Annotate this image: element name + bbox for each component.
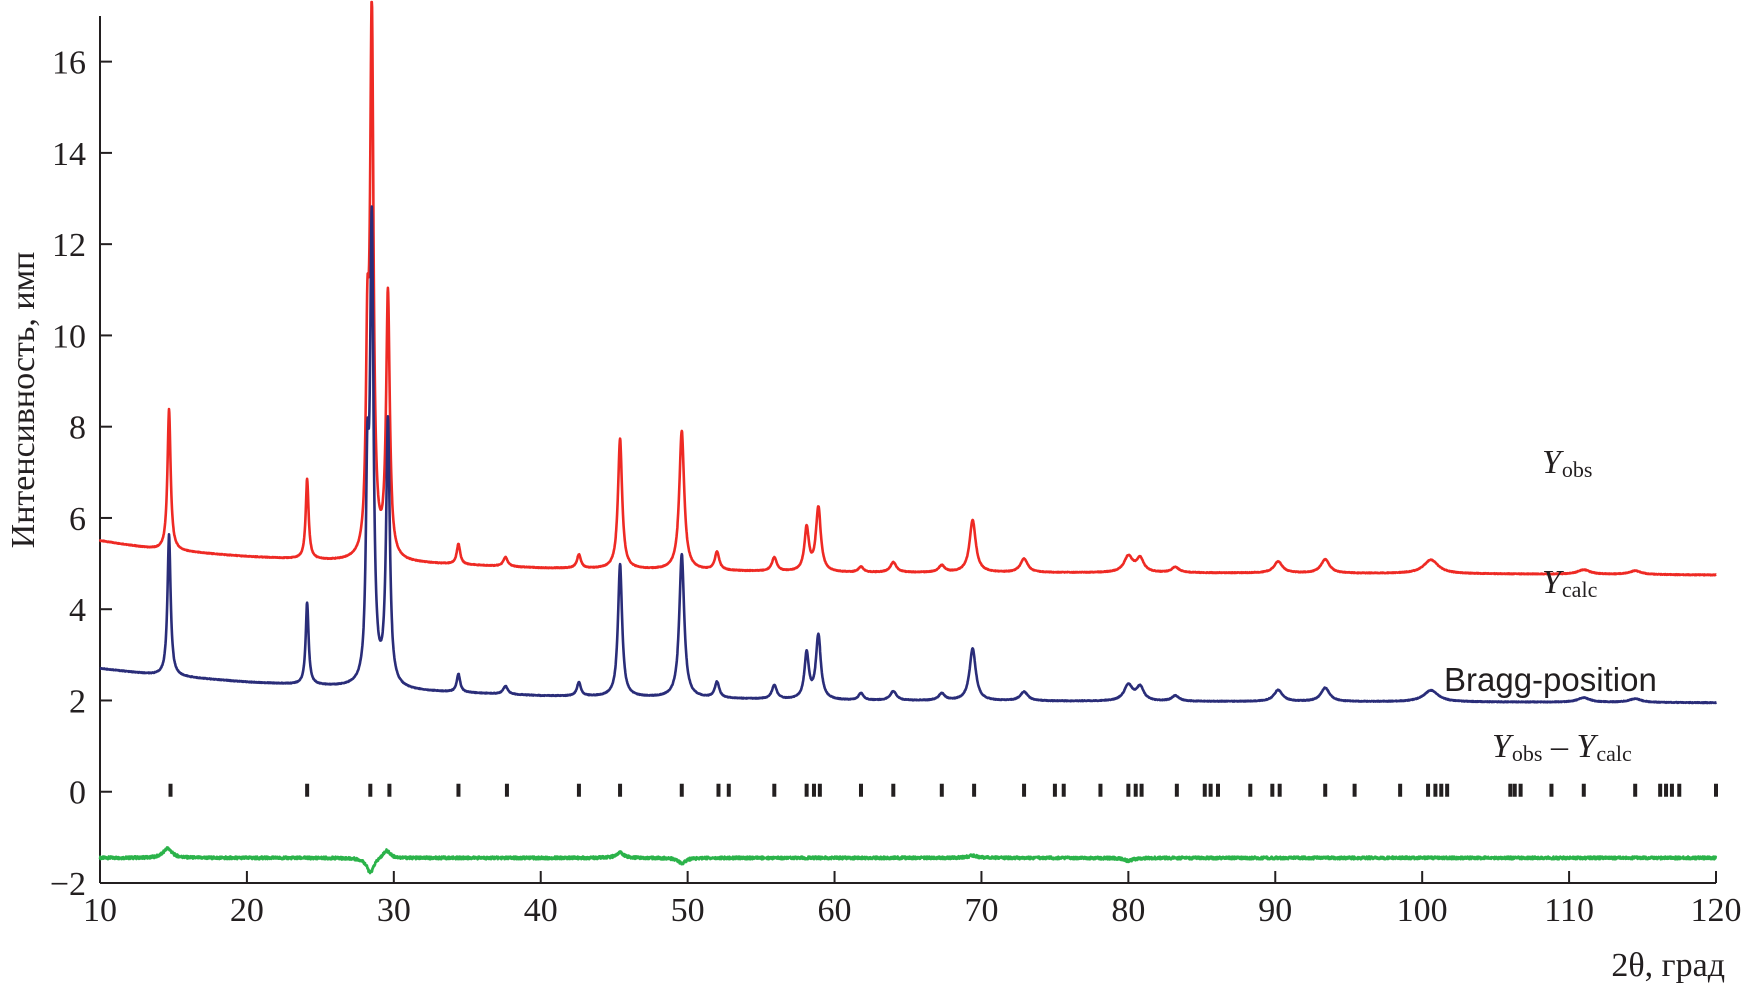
labels-layer: Интенсивность, имп 2θ, град Yobs Ycalc B… xyxy=(5,252,1725,984)
bragg-tick xyxy=(1139,783,1144,797)
series-line-difference xyxy=(98,846,1718,875)
y-tick-label: 8 xyxy=(69,410,86,447)
x-tick-label: 120 xyxy=(1691,892,1742,929)
bragg-tick xyxy=(939,783,944,797)
x-tick-label: 20 xyxy=(230,892,264,929)
bragg-tick xyxy=(368,783,373,797)
x-tick-label: 110 xyxy=(1544,892,1594,929)
bragg-ticks xyxy=(168,783,1718,797)
bragg-tick xyxy=(168,783,173,797)
bragg-tick xyxy=(1508,783,1513,797)
bragg-tick xyxy=(1174,783,1179,797)
x-axis-label: 2θ, град xyxy=(1611,947,1725,984)
x-tick-label: 80 xyxy=(1111,892,1145,929)
bragg-tick xyxy=(1248,783,1253,797)
bragg-tick xyxy=(858,783,863,797)
series-layer xyxy=(98,0,1718,875)
x-tick-label: 50 xyxy=(671,892,705,929)
y-tick-label: 16 xyxy=(52,45,86,82)
bragg-tick xyxy=(305,783,310,797)
bragg-tick xyxy=(1714,783,1718,797)
x-tick-label: 10 xyxy=(83,892,117,929)
bragg-tick xyxy=(1052,783,1057,797)
axes: 10 20 30 40 50 60 70 80 90 100 110 120 −2 0 2 4 6 8 10 12 14… xyxy=(50,16,1742,929)
x-tick-label: 30 xyxy=(377,892,411,929)
y-tick-label: 12 xyxy=(52,227,86,264)
bragg-tick xyxy=(716,783,721,797)
bragg-tick xyxy=(811,783,816,797)
bragg-tick xyxy=(456,783,461,797)
y-axis-label: Интенсивность, имп xyxy=(5,252,42,549)
bragg-tick xyxy=(618,783,623,797)
y-tick-label: 14 xyxy=(52,136,86,173)
bragg-tick xyxy=(1208,783,1213,797)
bragg-tick xyxy=(1664,783,1669,797)
bragg-tick xyxy=(679,783,684,797)
series-line-yobs xyxy=(98,0,1717,577)
y-tick-label: 4 xyxy=(69,592,86,629)
y-tick-label: 0 xyxy=(69,775,86,812)
bragg-tick xyxy=(1398,783,1403,797)
y-tick-label: 10 xyxy=(52,318,86,355)
bragg-tick xyxy=(1270,783,1275,797)
legend-label-difference: Yobs – Ycalc xyxy=(1492,728,1632,766)
bragg-tick xyxy=(1439,783,1444,797)
bragg-tick xyxy=(1352,783,1357,797)
x-tick-label: 60 xyxy=(818,892,852,929)
legend-label-ycalc: Ycalc xyxy=(1542,564,1598,602)
y-tick-label: −2 xyxy=(50,866,86,903)
bragg-tick xyxy=(772,783,777,797)
bragg-tick xyxy=(1126,783,1131,797)
legend-label-yobs: Yobs xyxy=(1542,444,1592,482)
x-tick-label: 40 xyxy=(524,892,558,929)
bragg-tick xyxy=(1426,783,1431,797)
bragg-tick xyxy=(1669,783,1674,797)
bragg-tick xyxy=(1633,783,1638,797)
bragg-tick xyxy=(1215,783,1220,797)
y-tick-label: 6 xyxy=(69,501,86,538)
bragg-tick xyxy=(504,783,509,797)
bragg-tick xyxy=(1202,783,1207,797)
series-line-ycalc xyxy=(99,205,1718,705)
bragg-tick xyxy=(1677,783,1682,797)
bragg-tick xyxy=(1133,783,1138,797)
bragg-tick xyxy=(1098,783,1103,797)
bragg-tick xyxy=(1061,783,1066,797)
bragg-tick xyxy=(1445,783,1450,797)
bragg-tick xyxy=(1433,783,1438,797)
bragg-tick xyxy=(1512,783,1517,797)
x-tick-label: 90 xyxy=(1258,892,1292,929)
bragg-tick xyxy=(1277,783,1282,797)
bragg-tick xyxy=(972,783,977,797)
bragg-tick xyxy=(891,783,896,797)
bragg-tick xyxy=(1549,783,1554,797)
bragg-tick xyxy=(1323,783,1328,797)
bragg-tick xyxy=(804,783,809,797)
bragg-tick xyxy=(387,783,392,797)
bragg-tick xyxy=(817,783,822,797)
y-tick-label: 2 xyxy=(69,683,86,720)
bragg-position-label: Bragg-position xyxy=(1444,661,1657,698)
bragg-tick xyxy=(726,783,731,797)
bragg-tick xyxy=(1518,783,1523,797)
bragg-tick xyxy=(1581,783,1586,797)
bragg-tick xyxy=(1658,783,1663,797)
x-tick-label: 70 xyxy=(964,892,998,929)
x-tick-label: 100 xyxy=(1397,892,1448,929)
bragg-tick xyxy=(1022,783,1027,797)
bragg-tick xyxy=(576,783,581,797)
